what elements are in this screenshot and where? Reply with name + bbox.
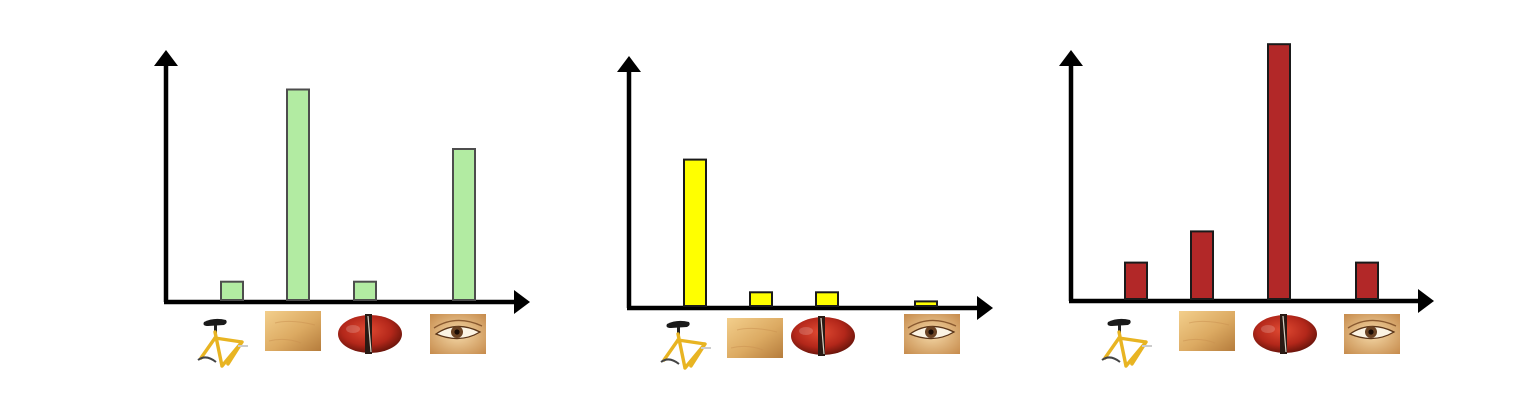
- bar-bicycle: [683, 158, 707, 307]
- y-axis-arrowhead: [1059, 50, 1083, 66]
- bar-bicycle: [220, 280, 244, 302]
- bar-group: [683, 158, 938, 307]
- eye-icon: [1343, 313, 1401, 355]
- bar-skin-texture: [1190, 230, 1214, 300]
- skin-texture-icon: [264, 310, 322, 352]
- bar-violin: [815, 291, 839, 307]
- bar-bicycle: [1124, 261, 1148, 301]
- bicycle-icon: [659, 319, 713, 370]
- histogram-panel-2: [617, 56, 993, 370]
- bar-eye: [1355, 261, 1379, 301]
- bar-group: [220, 88, 476, 302]
- skin-texture-icon: [726, 317, 784, 359]
- bar-group: [1124, 43, 1379, 301]
- bar-violin: [353, 280, 377, 302]
- x-axis-arrowhead: [977, 296, 993, 320]
- bar-eye: [914, 300, 938, 307]
- histogram-panel-1: [154, 50, 530, 368]
- bar-skin-texture: [286, 88, 310, 301]
- x-axis-arrowhead: [1418, 289, 1434, 313]
- skin-texture-icon: [1178, 310, 1236, 352]
- violin-icon: [790, 315, 856, 357]
- violin-icon: [337, 313, 403, 355]
- bar-violin: [1267, 43, 1291, 301]
- bar-eye: [452, 148, 476, 301]
- bar-skin-texture: [749, 291, 773, 307]
- y-axis-arrowhead: [617, 56, 641, 72]
- x-axis-arrowhead: [514, 290, 530, 314]
- violin-icon: [1252, 313, 1318, 355]
- histogram-panel-3: [1059, 43, 1434, 368]
- eye-icon: [429, 313, 487, 355]
- y-axis-arrowhead: [154, 50, 178, 66]
- bicycle-icon: [1100, 317, 1154, 368]
- bicycle-icon: [196, 317, 250, 368]
- eye-icon: [903, 313, 961, 355]
